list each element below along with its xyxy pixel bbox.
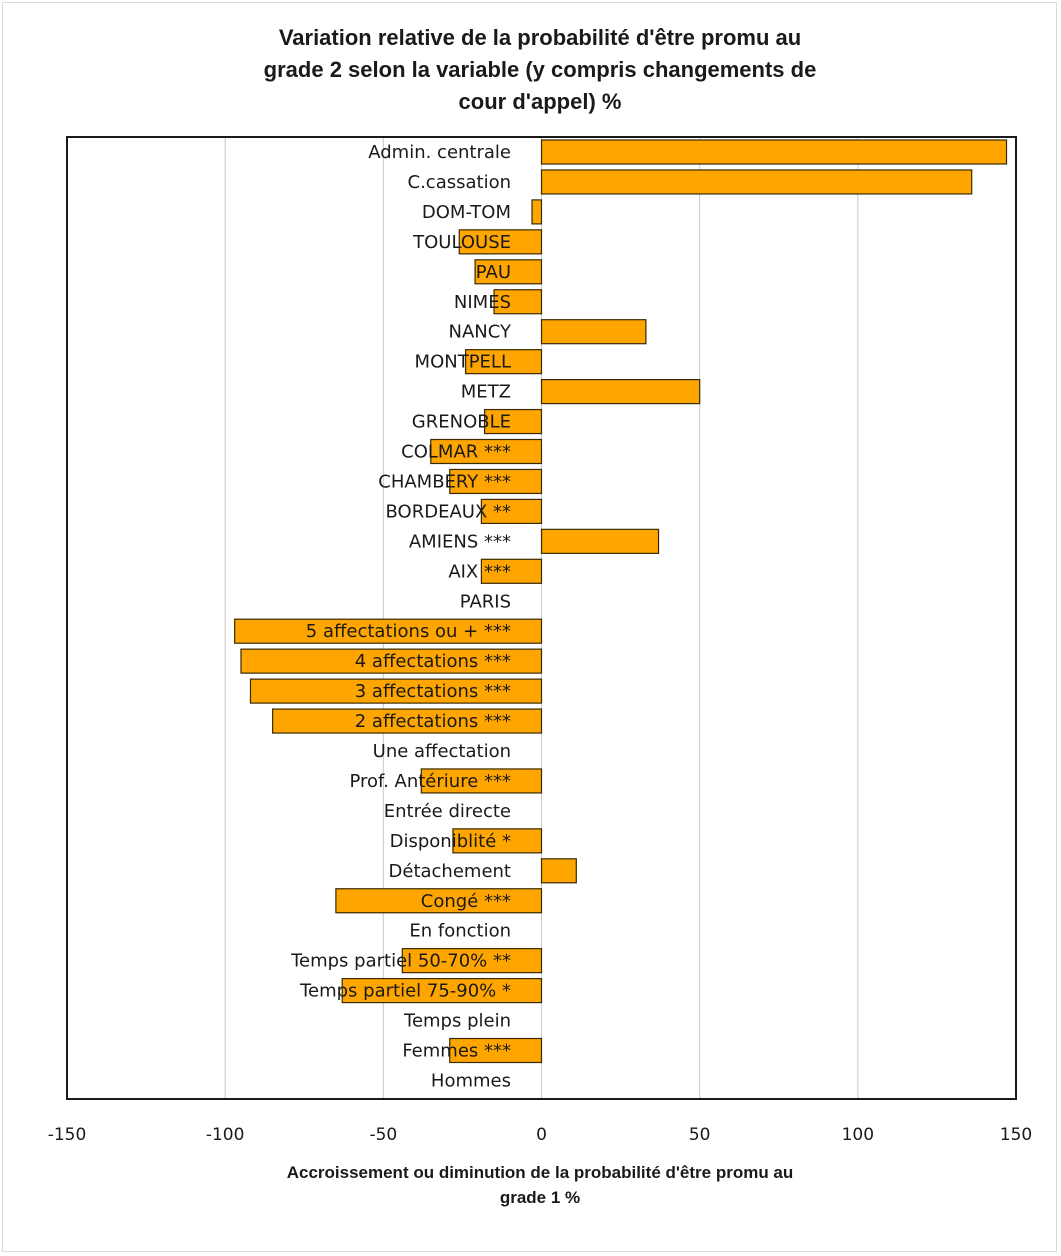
category-label-21: Prof. Antériure *** — [350, 771, 512, 792]
bar-19 — [272, 708, 543, 734]
bar-11 — [449, 468, 543, 495]
category-label-8: METZ — [461, 382, 511, 403]
category-label-5: NIMES — [454, 292, 511, 313]
category-labels: Admin. centrale C.cassation DOM-TOM TOULOUS… — [290, 142, 512, 1091]
bar-23 — [452, 828, 543, 854]
category-label-31: Hommes — [431, 1070, 511, 1091]
category-label-15: PARIS — [460, 591, 511, 612]
bars — [234, 139, 1008, 1064]
x-tick-label-2: -50 — [369, 1125, 397, 1145]
x-tick-label-0: -150 — [48, 1125, 87, 1145]
bar-13 — [540, 528, 660, 554]
bar-0 — [540, 139, 1008, 165]
x-tick-label-3: 0 — [536, 1125, 547, 1145]
category-label-17: 4 affectations *** — [355, 651, 511, 672]
bar-8 — [540, 379, 701, 405]
category-label-7: MONTPELL — [415, 352, 511, 373]
category-label-23: Disponiblité * — [390, 831, 511, 852]
x-tick-label-1: -100 — [206, 1125, 245, 1145]
bar-24 — [540, 858, 577, 884]
x-tick-label-6: 150 — [1000, 1125, 1032, 1145]
x-axis-title-line-2: grade 1 % — [499, 1188, 581, 1207]
bar-3 — [458, 229, 543, 255]
bar-14 — [480, 558, 543, 584]
category-label-18: 3 affectations *** — [355, 681, 511, 702]
bar-17 — [240, 648, 543, 674]
bar-12 — [480, 498, 543, 524]
x-tick-label-4: 50 — [689, 1125, 711, 1145]
category-label-29: Temps plein — [403, 1011, 511, 1032]
bar-25 — [335, 888, 543, 914]
category-label-4: PAU — [476, 262, 511, 283]
plot-area-border — [66, 136, 1017, 1100]
x-axis-title: Accroissement ou diminution de la probab… — [120, 1160, 960, 1210]
category-label-6: NANCY — [449, 322, 512, 343]
category-label-28: Temps partiel 75-90% * — [299, 981, 511, 1002]
bar-7 — [464, 349, 543, 375]
bar-18 — [249, 678, 543, 704]
category-label-26: En fonction — [409, 921, 511, 942]
x-axis-title-line-1: Accroissement ou diminution de la probab… — [286, 1163, 794, 1182]
category-label-11: CHAMBERY *** — [378, 471, 511, 492]
bar-21 — [420, 768, 543, 794]
category-label-0: Admin. centrale — [368, 142, 511, 163]
category-label-13: AMIENS *** — [409, 531, 511, 552]
category-label-22: Entrée directe — [384, 801, 511, 822]
bar-16 — [234, 618, 543, 644]
category-label-25: Congé *** — [421, 891, 511, 912]
bar-30 — [449, 1037, 543, 1064]
category-label-10: COLMAR *** — [401, 442, 511, 463]
bar-6 — [540, 319, 647, 345]
bar-1 — [540, 169, 973, 195]
category-label-9: GRENOBLE — [412, 412, 511, 433]
bar-28 — [341, 977, 543, 1004]
category-label-30: Femmes *** — [402, 1041, 511, 1062]
chart-title-line-3: cour d'appel) % — [458, 89, 622, 114]
category-label-2: DOM-TOM — [422, 202, 511, 223]
category-label-20: Une affectation — [373, 741, 511, 762]
category-label-19: 2 affectations *** — [355, 711, 511, 732]
bar-10 — [430, 438, 543, 465]
bar-4 — [474, 259, 543, 285]
category-label-3: TOULOUSE — [412, 232, 511, 253]
category-label-14: AIX *** — [448, 561, 511, 582]
x-tick-labels: -150 -100 -50 0 50 100 150 — [48, 1125, 1033, 1145]
bar-9 — [483, 408, 543, 435]
chart-title: Variation relative de la probabilité d'ê… — [100, 22, 980, 118]
chart-title-line-2: grade 2 selon la variable (y compris cha… — [263, 57, 817, 82]
category-label-24: Détachement — [389, 861, 511, 882]
bar-27 — [401, 948, 543, 974]
category-label-1: C.cassation — [408, 172, 511, 193]
category-label-12: BORDEAUX ** — [386, 501, 511, 522]
bar-2 — [531, 199, 543, 225]
chart-title-line-1: Variation relative de la probabilité d'ê… — [278, 25, 802, 50]
category-label-16: 5 affectations ou + *** — [306, 621, 511, 642]
bar-5 — [493, 289, 543, 315]
x-tick-label-5: 100 — [842, 1125, 874, 1145]
category-label-27: Temps partiel 50-70% ** — [290, 951, 511, 972]
